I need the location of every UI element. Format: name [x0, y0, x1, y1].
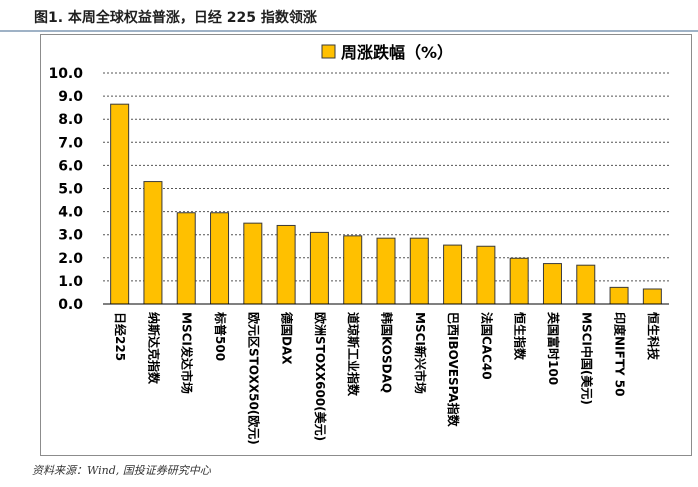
bar — [110, 103, 130, 305]
figure-title: 图1. 本周全球权益普涨，日经 225 指数领涨 — [34, 10, 317, 26]
y-tick-label: 0.0 — [58, 297, 83, 313]
bar — [376, 237, 396, 305]
title-divider — [0, 30, 698, 32]
bar — [542, 263, 562, 305]
bar — [642, 288, 662, 305]
y-axis-ticks: 0.0 1.0 2.0 3.0 4.0 5.0 6.0 7.0 8.0 9.0 10.0 — [48, 66, 83, 313]
bar — [509, 257, 529, 305]
bar — [576, 264, 596, 305]
bar — [143, 181, 163, 305]
x-tick-label: 恒生科技 — [646, 312, 661, 361]
bar-chart: 周涨跌幅（%） 0.0 1.0 2.0 3.0 4.0 5.0 6.0 7.0 8.0 9.0 10… — [48, 43, 669, 445]
y-tick-label: 7.0 — [58, 135, 83, 151]
bar — [176, 212, 196, 305]
x-tick-label: 欧元区STOXX50(欧元) — [246, 312, 261, 445]
x-tick-label: 恒生指数 — [513, 312, 528, 361]
x-tick-label: 韩国KOSDAQ — [380, 312, 395, 393]
legend: 周涨跌幅（%） — [321, 43, 453, 62]
y-tick-label: 3.0 — [58, 228, 83, 244]
bars — [110, 103, 662, 305]
x-tick-label: MSCI发达市场 — [180, 312, 195, 394]
y-tick-label: 6.0 — [58, 158, 83, 174]
bar — [476, 245, 496, 305]
bar — [276, 224, 296, 305]
bar — [409, 237, 429, 305]
x-tick-label: 标普500 — [213, 311, 228, 361]
y-tick-label: 8.0 — [58, 112, 83, 128]
bar — [609, 286, 629, 305]
x-axis-labels: 日经225 纳斯达克指数 MSCI发达市场 标普500 欧元区STOXX50(欧元) 德国… — [113, 311, 661, 445]
bar — [210, 212, 230, 305]
legend-label: 周涨跌幅（%） — [341, 43, 453, 62]
x-tick-label: 纳斯达克指数 — [146, 312, 161, 385]
x-tick-label: MSCI新兴市场 — [413, 312, 428, 394]
x-tick-label: 英国富时100 — [546, 312, 561, 385]
x-tick-label: 法国CAC40 — [479, 312, 494, 380]
y-tick-label: 9.0 — [58, 89, 83, 105]
x-tick-label: 欧洲STOXX600(美元) — [313, 312, 328, 441]
bar — [243, 222, 263, 305]
x-tick-label: 巴西IBOVESPA指数 — [446, 312, 461, 428]
y-tick-label: 5.0 — [58, 182, 83, 198]
x-tick-label: MSCI中国(美元) — [579, 312, 594, 405]
legend-swatch — [321, 44, 336, 59]
y-tick-label: 4.0 — [58, 205, 83, 221]
y-tick-label: 10.0 — [48, 66, 83, 82]
bar — [309, 231, 329, 305]
y-tick-label: 1.0 — [58, 274, 83, 290]
x-tick-label: 印度NIFTY 50 — [613, 312, 628, 396]
bar — [443, 244, 463, 305]
chart-frame: 周涨跌幅（%） 0.0 1.0 2.0 3.0 4.0 5.0 6.0 7.0 8.0 9.0 10… — [40, 34, 692, 456]
source-note: 资料来源：Wind, 国投证券研究中心 — [32, 464, 211, 477]
x-tick-label: 日经225 — [113, 312, 128, 361]
x-tick-label: 道琼斯工业指数 — [346, 312, 361, 397]
bar — [343, 235, 363, 305]
x-tick-label: 德国DAX — [280, 312, 295, 365]
y-tick-label: 2.0 — [58, 251, 83, 267]
